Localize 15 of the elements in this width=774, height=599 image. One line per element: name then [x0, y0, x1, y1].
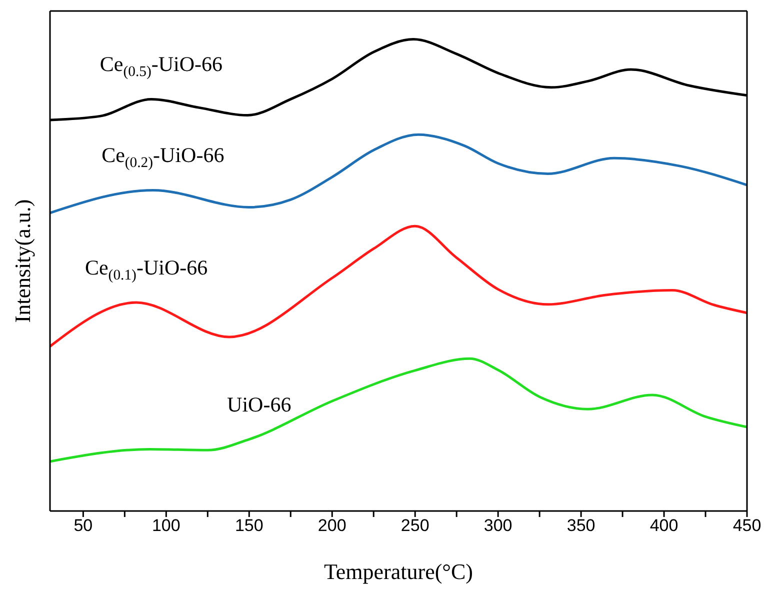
- x-tick-label: 100: [152, 516, 180, 536]
- series-label: Ce$_{(0.5)}$-UiO-66: [100, 52, 223, 80]
- x-tick-label: 400: [650, 516, 678, 536]
- x-tick-label: 450: [732, 516, 762, 536]
- x-tick-label: 350: [566, 516, 596, 536]
- x-tick-label: 150: [234, 516, 264, 536]
- series-label: Ce$_{(0.1)}$-UiO-66: [84, 256, 208, 284]
- y-axis-title: Intensity(a.u.): [10, 199, 35, 323]
- x-tick-label: 200: [318, 516, 346, 536]
- series-label: UiO-66: [227, 392, 292, 416]
- x-axis-title: Temperature(°C): [324, 559, 473, 584]
- x-tick-label: 50: [74, 516, 93, 536]
- x-tick-label: 250: [400, 516, 430, 536]
- x-tick-label: 300: [484, 516, 512, 536]
- series-label: Ce$_{(0.2)}$-UiO-66: [102, 143, 224, 171]
